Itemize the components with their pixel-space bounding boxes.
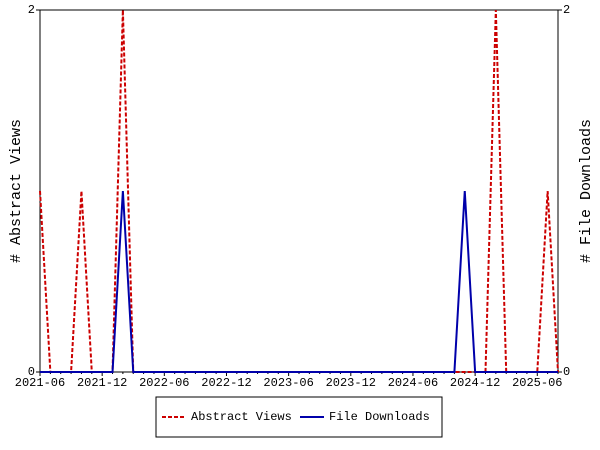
- legend-label: File Downloads: [329, 410, 430, 424]
- x-tick-label: 2024-12: [450, 376, 500, 390]
- x-tick-label: 2023-12: [326, 376, 376, 390]
- series-line: [40, 190, 558, 373]
- legend-label: Abstract Views: [191, 410, 292, 424]
- y2-tick-label: 0: [563, 365, 570, 379]
- plot-area: [39, 9, 559, 373]
- y-axis-title: # Abstract Views: [8, 119, 25, 263]
- x-tick-label: 2023-06: [263, 376, 313, 390]
- y2-tick-label: 2: [563, 3, 570, 17]
- y2-axis-title: # File Downloads: [578, 119, 595, 263]
- series-line: [39, 9, 559, 373]
- x-tick-label: 2025-06: [512, 376, 562, 390]
- legend-box: [155, 396, 443, 438]
- y-tick-label: 2: [28, 3, 35, 17]
- x-tick-label: 2022-12: [201, 376, 251, 390]
- x-tick-label: 2024-06: [388, 376, 438, 390]
- x-tick-label: 2022-06: [139, 376, 189, 390]
- x-tick-label: 2021-06: [15, 376, 65, 390]
- x-tick-label: 2021-12: [77, 376, 127, 390]
- y-tick-label: 0: [28, 365, 35, 379]
